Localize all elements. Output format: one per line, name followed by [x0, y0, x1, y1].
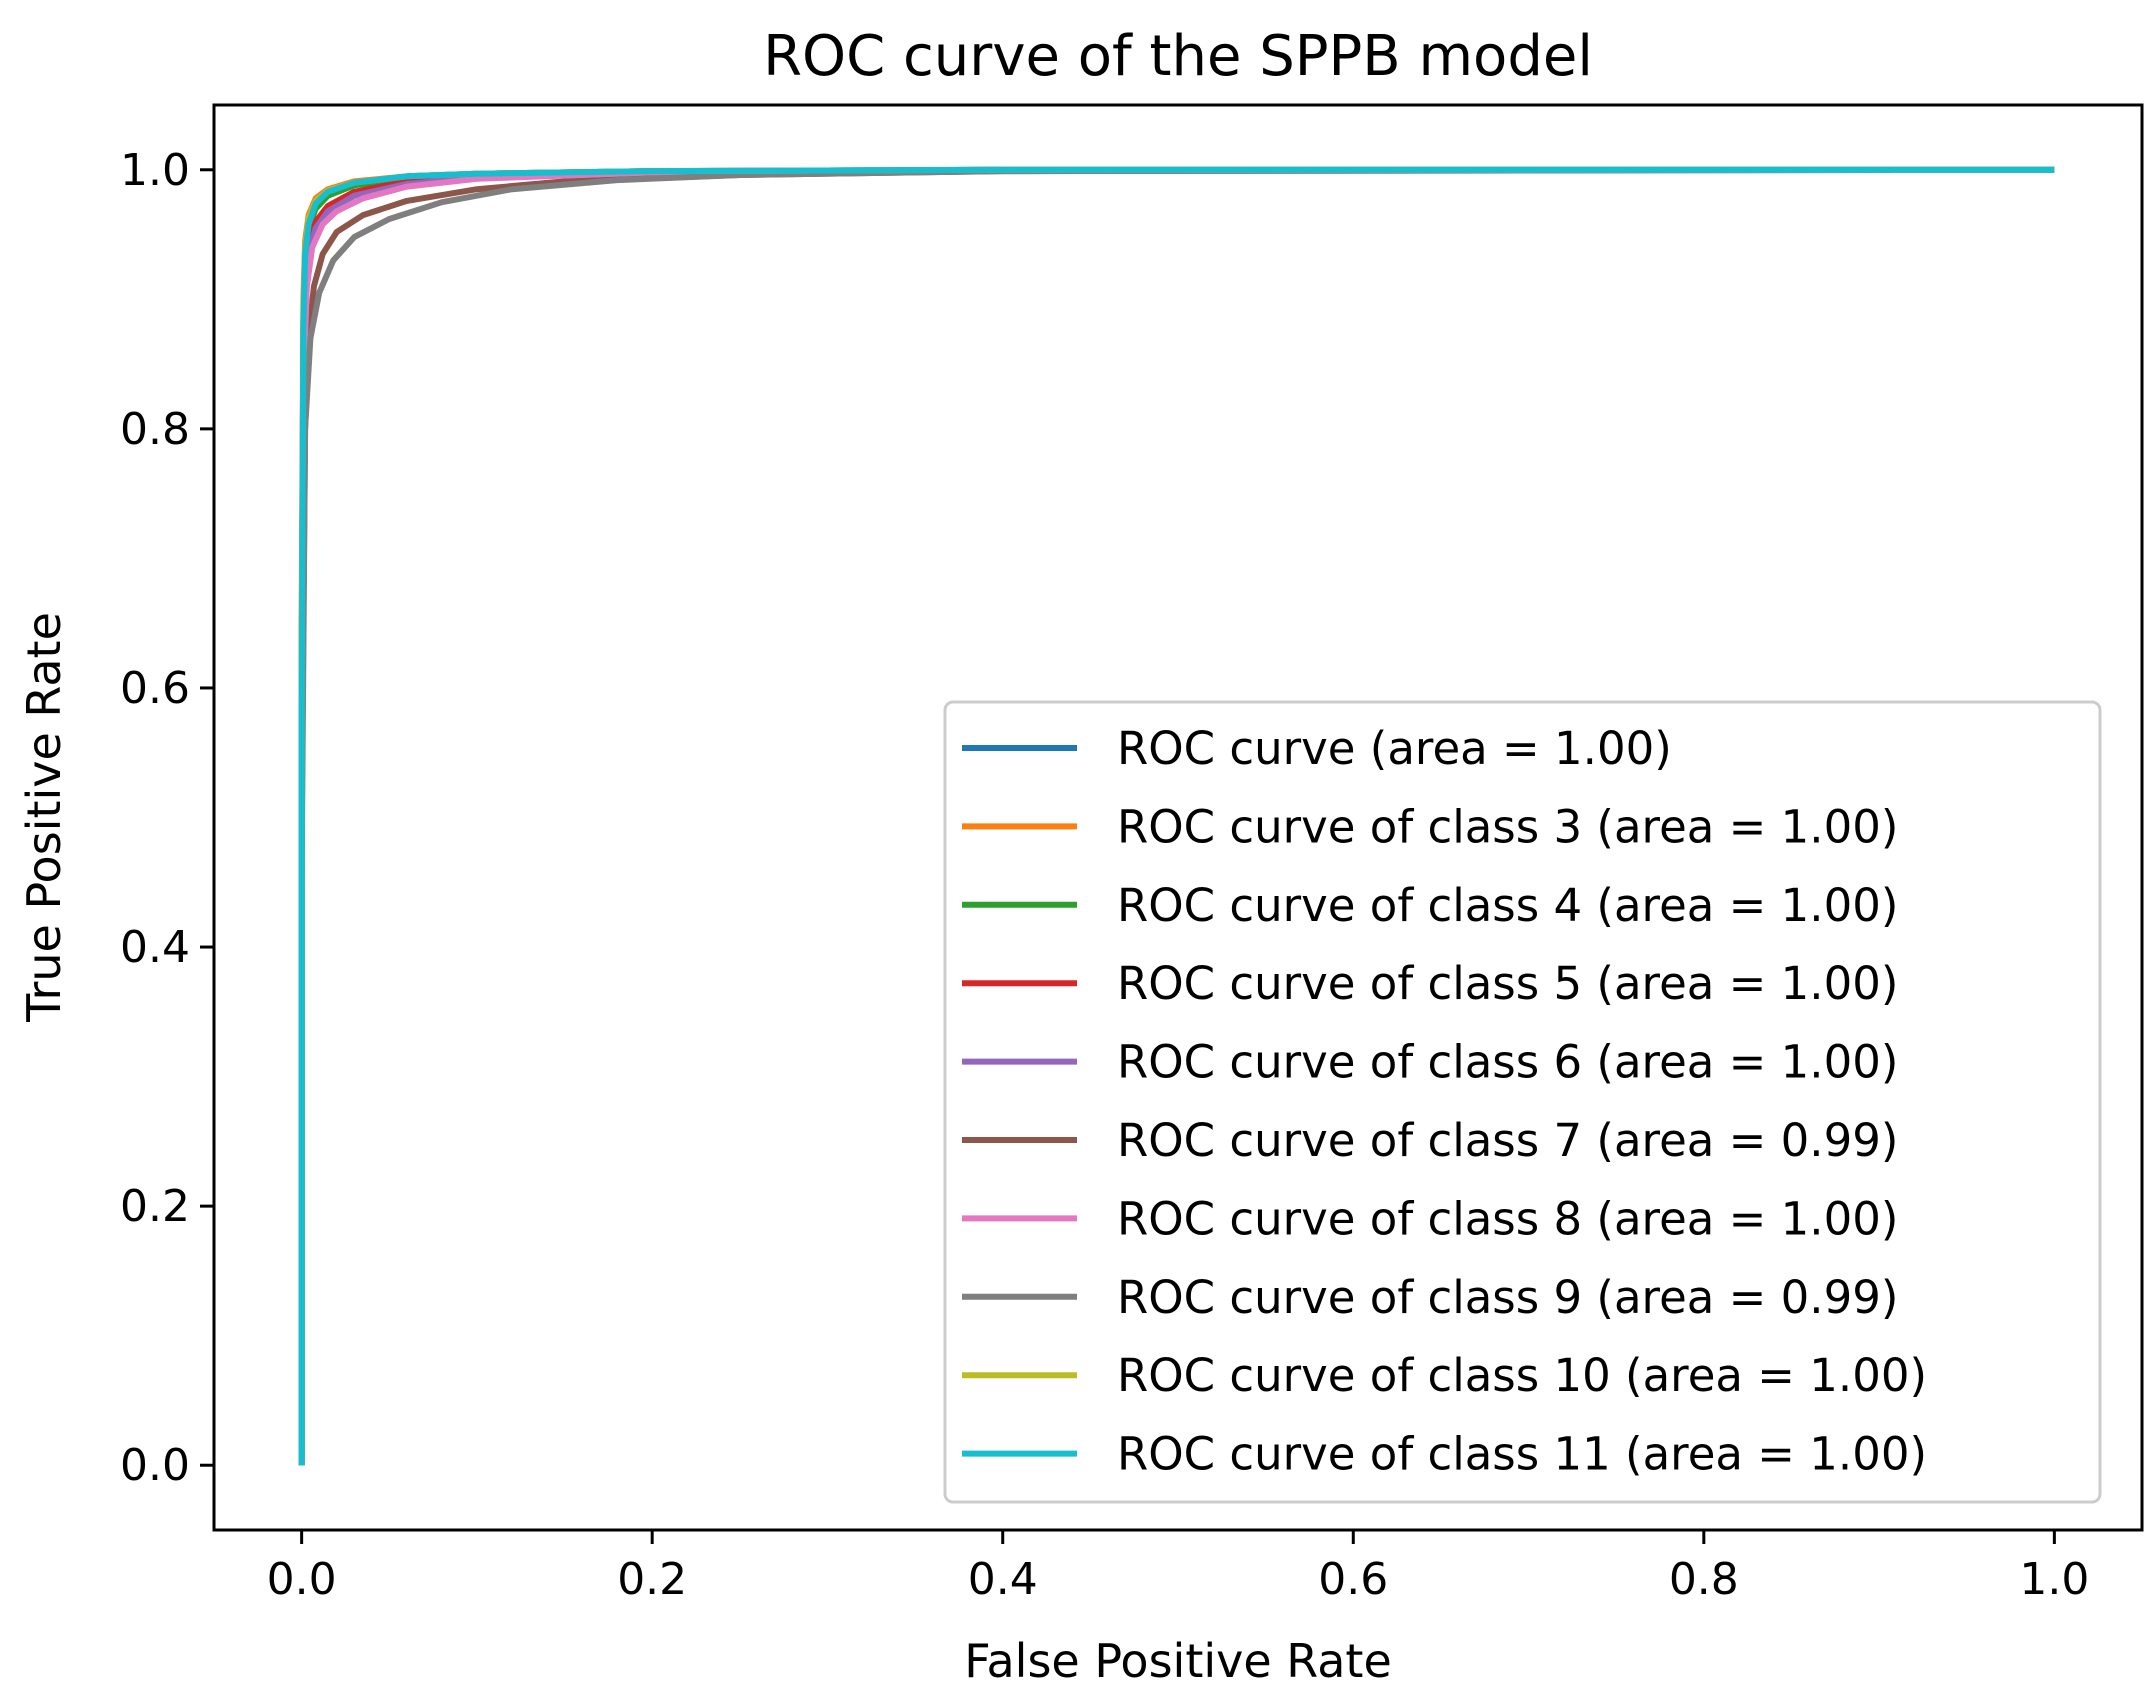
y-tick-label: 0.6	[120, 663, 190, 714]
plot-frame	[212, 103, 2144, 1532]
legend-label: ROC curve of class 7 (area = 0.99)	[1117, 1114, 1898, 1167]
y-tick-label: 0.4	[120, 922, 190, 973]
legend-label: ROC curve of class 5 (area = 1.00)	[1117, 957, 1898, 1010]
y-tick-label: 0.8	[120, 404, 190, 455]
x-tick-label: 0.0	[267, 1554, 337, 1605]
legend-box	[943, 700, 2102, 1504]
legend-label: ROC curve of class 6 (area = 1.00)	[1117, 1036, 1898, 1089]
legend-label: ROC curve of class 3 (area = 1.00)	[1117, 800, 1898, 853]
legend-label: ROC curve of class 10 (area = 1.00)	[1117, 1349, 1927, 1402]
series-lines	[298, 166, 2055, 1466]
legend-entry: ROC curve of class 10 (area = 1.00)	[962, 1349, 1927, 1402]
legend-label: ROC curve of class 9 (area = 0.99)	[1117, 1271, 1898, 1324]
roc-line-series-9	[298, 166, 2055, 1466]
legend: ROC curve (area = 1.00) ROC curve of clas…	[943, 700, 2102, 1504]
x-tick-label: 0.2	[617, 1554, 687, 1605]
axis-ticks: 0.0 0.2 0.4 0.6 0.8 1.0 0.0 0.2 0.4 0.6 0.8 1.0	[120, 145, 2089, 1605]
y-axis-label: True Positive Rate	[17, 612, 71, 1023]
x-tick-label: 0.6	[1318, 1554, 1388, 1605]
x-tick-label: 0.8	[1669, 1554, 1739, 1605]
legend-label: ROC curve (area = 1.00)	[1117, 722, 1672, 775]
x-axis-label: False Positive Rate	[964, 1634, 1392, 1688]
chart-title: ROC curve of the SPPB model	[763, 24, 1593, 89]
legend-label: ROC curve of class 4 (area = 1.00)	[1117, 879, 1898, 932]
y-tick-label: 1.0	[120, 145, 190, 196]
y-tick-label: 0.0	[120, 1440, 190, 1491]
legend-entry: ROC curve of class 4 (area = 1.00)	[962, 879, 1898, 932]
x-tick-label: 0.4	[968, 1554, 1038, 1605]
y-tick-label: 0.2	[120, 1181, 190, 1232]
legend-label: ROC curve of class 11 (area = 1.00)	[1117, 1428, 1927, 1481]
legend-entry: ROC curve of class 3 (area = 1.00)	[962, 800, 1898, 853]
legend-entry: ROC curve of class 8 (area = 1.00)	[962, 1192, 1898, 1245]
legend-entry: ROC curve of class 5 (area = 1.00)	[962, 957, 1898, 1010]
legend-entry: ROC curve of class 6 (area = 1.00)	[962, 1036, 1898, 1089]
x-tick-label: 1.0	[2019, 1554, 2089, 1605]
legend-entry: ROC curve (area = 1.00)	[962, 722, 1672, 775]
legend-label: ROC curve of class 8 (area = 1.00)	[1117, 1192, 1898, 1245]
legend-entry: ROC curve of class 7 (area = 0.99)	[962, 1114, 1898, 1167]
legend-entry: ROC curve of class 9 (area = 0.99)	[962, 1271, 1898, 1324]
legend-entry: ROC curve of class 11 (area = 1.00)	[962, 1428, 1927, 1481]
